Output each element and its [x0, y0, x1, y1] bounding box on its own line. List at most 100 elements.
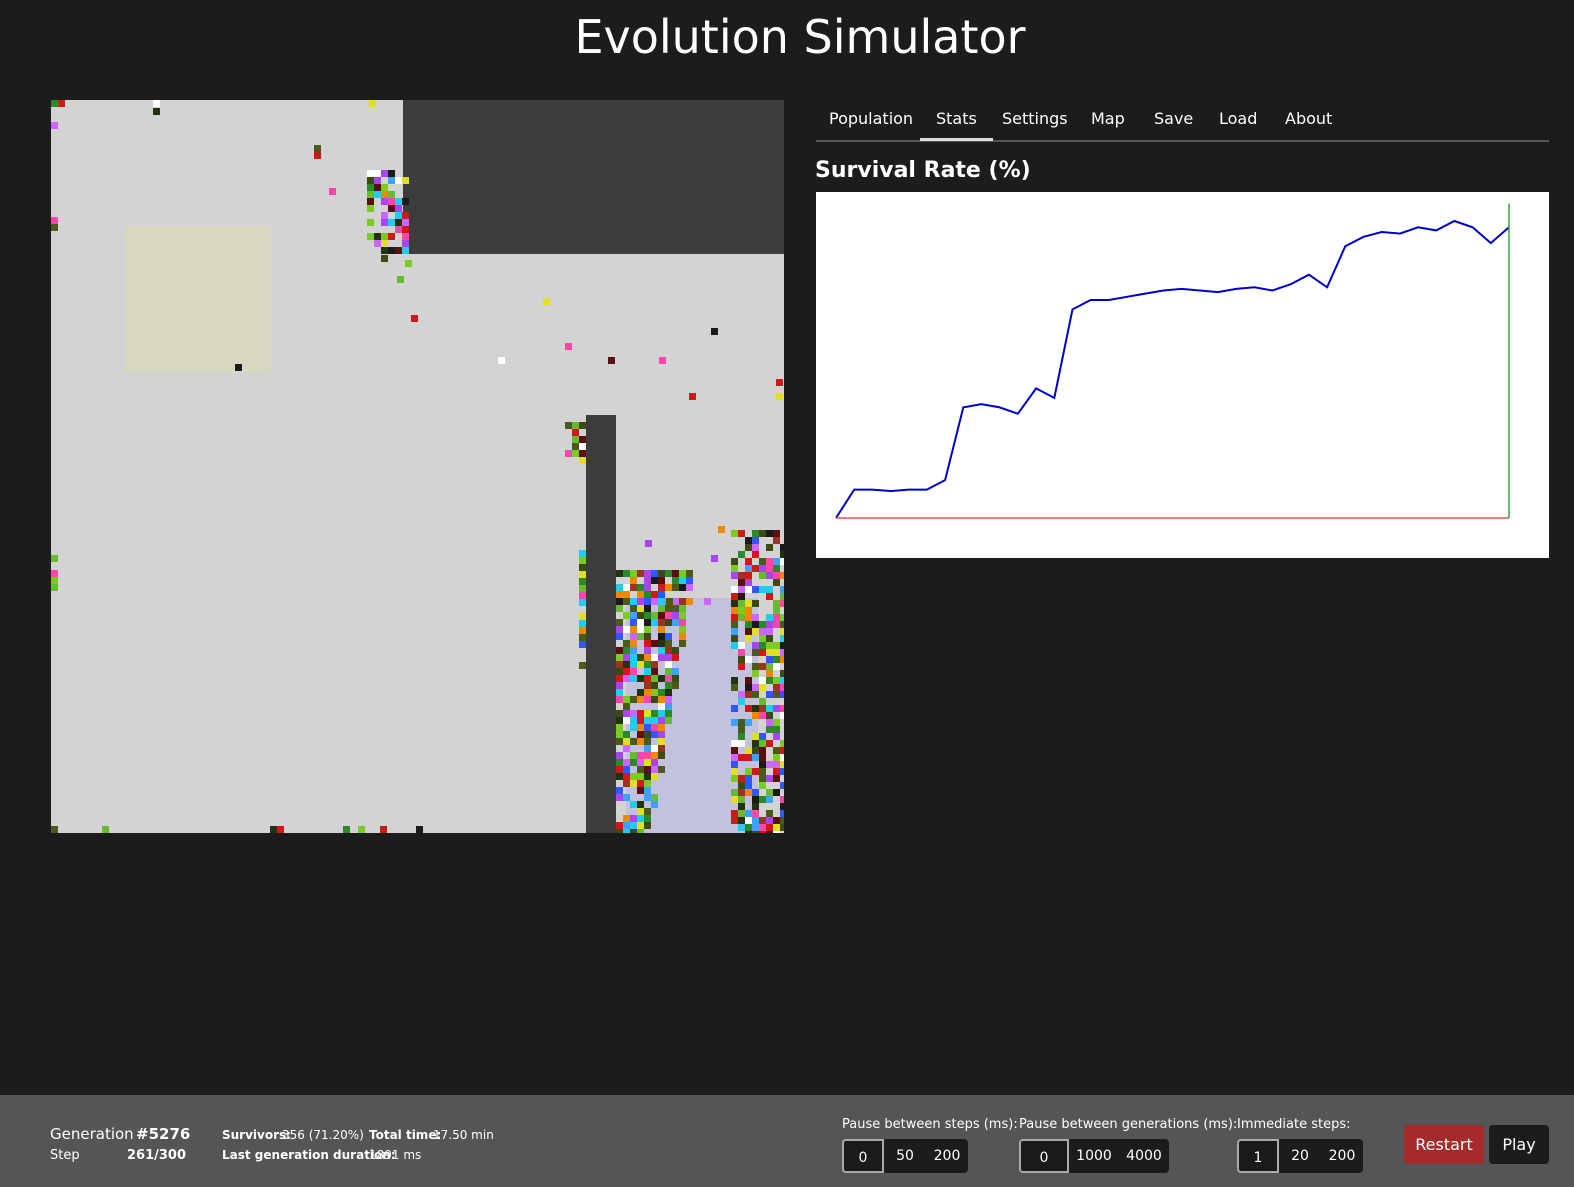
- creature-cell: [637, 724, 644, 731]
- pause-generations-1000-button[interactable]: 1000: [1069, 1139, 1119, 1173]
- creature-cell: [630, 759, 637, 766]
- creature-cell: [738, 572, 745, 579]
- creature-cell: [665, 668, 672, 675]
- creature-cell: [752, 530, 759, 537]
- creature-cell: [616, 591, 623, 598]
- creature-cell: [623, 626, 630, 633]
- creature-cell: [752, 796, 759, 803]
- creature-cell: [759, 768, 766, 775]
- creature-cell: [672, 584, 679, 591]
- creature-cell: [651, 577, 658, 584]
- creature-cell: [402, 219, 409, 226]
- creature-cell: [374, 191, 381, 198]
- tab-save[interactable]: Save: [1154, 109, 1194, 128]
- immediate-steps-1-button[interactable]: 1: [1237, 1139, 1279, 1173]
- creature-cell: [630, 724, 637, 731]
- tab-population[interactable]: Population: [829, 109, 914, 128]
- creature-cell: [745, 782, 752, 789]
- tab-about[interactable]: About: [1285, 109, 1333, 128]
- creature-cell: [745, 789, 752, 796]
- creature-cell: [388, 233, 395, 240]
- pause-generations-4000-button[interactable]: 4000: [1119, 1139, 1169, 1173]
- creature-cell: [343, 826, 350, 833]
- creature-cell: [665, 703, 672, 710]
- immediate-steps-20-button[interactable]: 20: [1279, 1139, 1321, 1173]
- creature-cell: [731, 607, 738, 614]
- creature-cell: [766, 572, 773, 579]
- last-gen-label: Last generation duration:: [222, 1148, 396, 1162]
- creature-cell: [780, 621, 784, 628]
- creature-cell: [651, 759, 658, 766]
- creature-cell: [644, 773, 651, 780]
- creature-cell: [766, 663, 773, 670]
- creature-cell: [623, 661, 630, 668]
- creature-cell: [780, 614, 784, 621]
- creature-cell: [623, 794, 630, 801]
- pause-steps-200-button[interactable]: 200: [926, 1139, 968, 1173]
- creature-cell: [644, 766, 651, 773]
- creature-cell: [752, 684, 759, 691]
- creature-cell: [644, 661, 651, 668]
- creature-cell: [745, 579, 752, 586]
- creature-cell: [752, 628, 759, 635]
- pause-steps-50-button[interactable]: 50: [884, 1139, 926, 1173]
- creature-cell: [731, 565, 738, 572]
- creature-cell: [745, 775, 752, 782]
- tab-map[interactable]: Map: [1091, 109, 1125, 128]
- creature-cell: [672, 598, 679, 605]
- creature-cell: [752, 754, 759, 761]
- creature-cell: [738, 726, 745, 733]
- creature-cell: [367, 205, 374, 212]
- generation-value: #5276: [136, 1125, 191, 1143]
- creature-cell: [738, 530, 745, 537]
- creature-cell: [780, 544, 784, 551]
- creature-cell: [752, 810, 759, 817]
- creature-cell: [659, 357, 666, 364]
- tab-stats[interactable]: Stats: [920, 100, 993, 141]
- creature-cell: [402, 240, 409, 247]
- creature-cell: [752, 614, 759, 621]
- creature-cell: [630, 738, 637, 745]
- creature-cell: [616, 619, 623, 626]
- creature-cell: [651, 675, 658, 682]
- creature-cell: [637, 710, 644, 717]
- creature-cell: [766, 565, 773, 572]
- tab-load[interactable]: Load: [1219, 109, 1258, 128]
- immediate-steps-200-button[interactable]: 200: [1321, 1139, 1363, 1173]
- creature-cell: [773, 691, 780, 698]
- simulation-world[interactable]: [51, 100, 784, 833]
- pause-steps-0-button[interactable]: 0: [842, 1139, 884, 1173]
- creature-cell: [579, 422, 586, 429]
- creature-cell: [665, 647, 672, 654]
- chart-svg: [835, 203, 1510, 519]
- creature-cell: [672, 682, 679, 689]
- creature-cell: [623, 822, 630, 829]
- play-button[interactable]: Play: [1489, 1125, 1549, 1164]
- creature-cell: [679, 584, 686, 591]
- creature-cell: [616, 738, 623, 745]
- creature-cell: [658, 752, 665, 759]
- creature-cell: [745, 705, 752, 712]
- creature-cell: [651, 570, 658, 577]
- creature-cell: [235, 364, 242, 371]
- creature-cell: [402, 177, 409, 184]
- creature-cell: [780, 810, 784, 817]
- creature-cell: [395, 177, 402, 184]
- creature-cell: [731, 740, 738, 747]
- creature-cell: [731, 768, 738, 775]
- restart-button[interactable]: Restart: [1404, 1125, 1484, 1164]
- creature-cell: [759, 677, 766, 684]
- creature-cell: [51, 584, 58, 591]
- creature-cell: [780, 670, 784, 677]
- creature-cell: [766, 719, 773, 726]
- tab-settings[interactable]: Settings: [1002, 109, 1068, 128]
- creature-cell: [416, 826, 423, 833]
- pause-generations-0-button[interactable]: 0: [1019, 1139, 1069, 1173]
- creature-cell: [658, 633, 665, 640]
- creature-cell: [623, 696, 630, 703]
- creature-cell: [738, 614, 745, 621]
- creature-cell: [766, 635, 773, 642]
- creature-cell: [637, 675, 644, 682]
- creature-cell: [658, 703, 665, 710]
- creature-cell: [637, 598, 644, 605]
